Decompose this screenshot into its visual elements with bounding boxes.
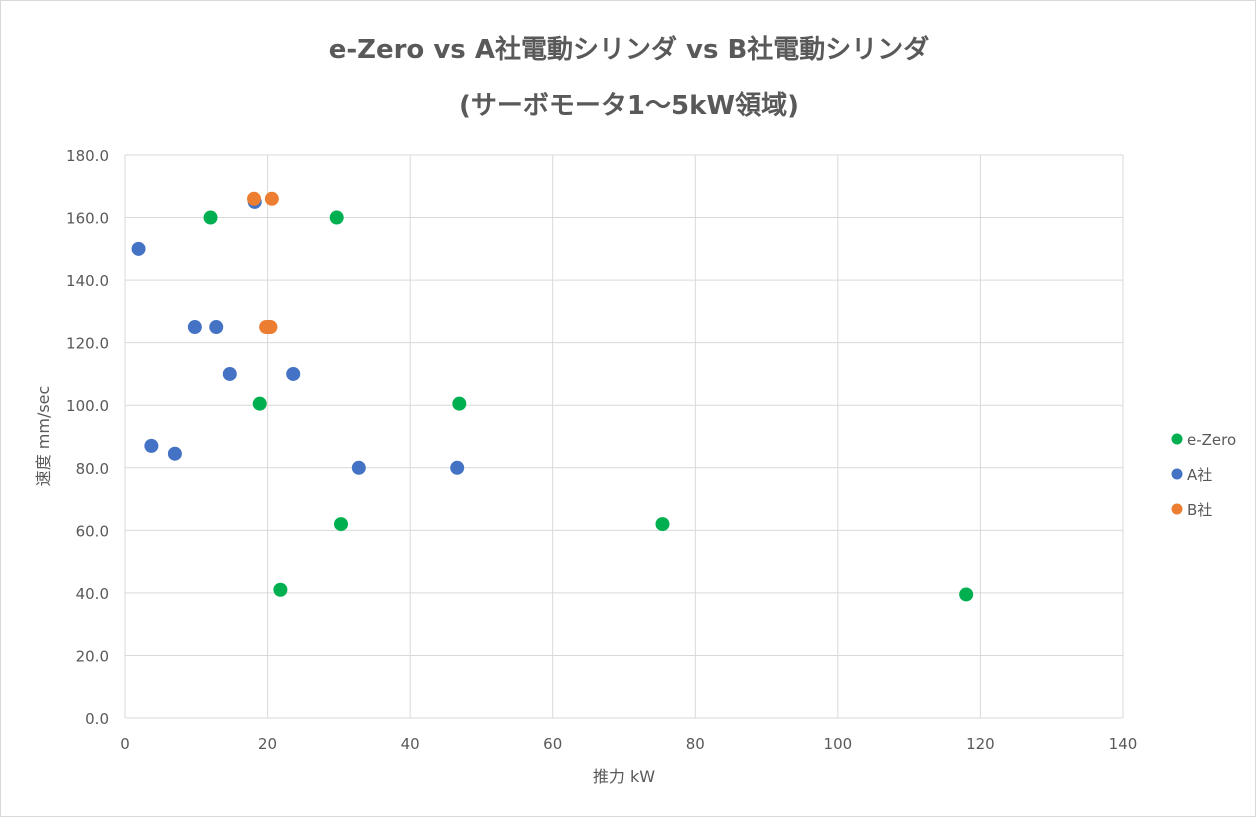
data-point-e-zero	[655, 517, 670, 532]
legend-marker	[1171, 433, 1183, 445]
data-point-e-zero	[959, 587, 974, 602]
y-tick-label: 60.0	[76, 522, 109, 540]
data-point-a-	[144, 438, 159, 453]
data-point-b-	[264, 191, 279, 206]
chart-title-line-1: e-Zero vs A社電動シリンダ vs B社電動シリンダ	[328, 35, 930, 65]
legend: e-Zero A社 B社	[1171, 431, 1236, 519]
legend-label: A社	[1187, 466, 1212, 484]
legend-label: e-Zero	[1187, 431, 1236, 449]
data-point-e-zero	[252, 396, 267, 411]
x-tick-label: 140	[1109, 735, 1138, 753]
x-axis-tick-labels: 0 20 40 60 80 100 120 140	[120, 735, 1137, 753]
data-point-e-zero	[203, 210, 218, 225]
legend-marker	[1171, 503, 1183, 515]
y-tick-label: 40.0	[76, 585, 109, 603]
y-tick-label: 20.0	[76, 647, 109, 665]
data-point-e-zero	[273, 582, 288, 597]
data-point-e-zero	[329, 210, 344, 225]
data-point-b-	[247, 191, 262, 206]
y-tick-label: 160.0	[66, 210, 109, 228]
legend-marker	[1171, 468, 1183, 480]
x-axis-label: 推力 kW	[593, 767, 655, 786]
data-point-a-	[222, 366, 237, 381]
chart-title-line-2: (サーボモータ1～5kW領域)	[459, 91, 799, 121]
data-point-a-	[209, 320, 224, 335]
x-tick-label: 120	[966, 735, 995, 753]
legend-label: B社	[1187, 501, 1212, 519]
grid-lines	[124, 154, 1124, 719]
data-point-e-zero	[452, 396, 467, 411]
x-tick-label: 100	[824, 735, 853, 753]
y-tick-label: 180.0	[66, 147, 109, 165]
y-tick-label: 140.0	[66, 272, 109, 290]
x-tick-label: 40	[401, 735, 420, 753]
x-tick-label: 60	[543, 735, 562, 753]
y-tick-label: 100.0	[66, 397, 109, 415]
data-point-a-	[351, 460, 366, 475]
x-tick-label: 20	[258, 735, 277, 753]
data-point-b-	[263, 320, 278, 335]
y-axis-tick-labels: 0.0 20.0 40.0 60.0 80.0 100.0 120.0 140.0 160.0 1…	[66, 147, 109, 728]
y-axis-label: 速度 mm/sec	[34, 386, 53, 487]
data-point-a-	[187, 320, 202, 335]
x-tick-label: 0	[120, 735, 130, 753]
data-points	[131, 191, 974, 602]
y-tick-label: 80.0	[76, 460, 109, 478]
data-point-a-	[286, 366, 301, 381]
data-point-a-	[450, 460, 465, 475]
data-point-e-zero	[333, 517, 348, 532]
y-tick-label: 120.0	[66, 335, 109, 353]
x-tick-label: 80	[686, 735, 705, 753]
y-tick-label: 0.0	[85, 710, 109, 728]
data-point-a-	[131, 241, 146, 256]
data-point-a-	[167, 446, 182, 461]
